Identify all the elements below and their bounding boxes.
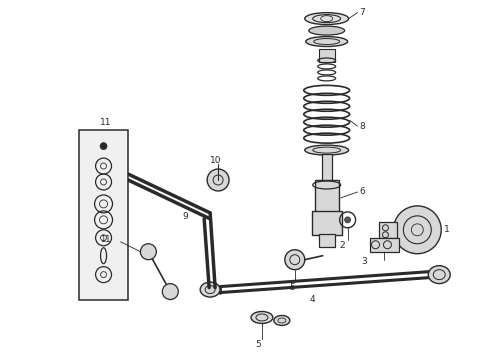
Ellipse shape [306,37,347,46]
Bar [369,238,399,252]
Text: 10: 10 [210,156,221,165]
Ellipse shape [428,266,450,284]
Ellipse shape [305,145,348,155]
Text: 3: 3 [362,257,368,266]
Circle shape [207,169,229,191]
Text: 1: 1 [444,225,450,234]
Text: 11: 11 [99,118,111,127]
Circle shape [393,206,441,254]
Bar [78,130,128,300]
Circle shape [285,250,305,270]
Ellipse shape [274,315,290,325]
Text: 5: 5 [289,283,294,292]
Ellipse shape [309,26,344,35]
Text: 9: 9 [182,212,188,221]
Text: 2: 2 [340,241,345,250]
Text: 8: 8 [360,122,366,131]
Circle shape [162,284,178,300]
Text: 5: 5 [255,340,261,349]
Text: 11: 11 [100,235,111,244]
Bar [318,234,335,247]
Bar [315,180,339,212]
Circle shape [100,143,107,150]
Ellipse shape [305,13,348,24]
Bar [322,154,332,182]
Bar [379,222,397,238]
Bar [312,211,342,235]
Circle shape [344,217,350,223]
Ellipse shape [251,311,273,323]
Text: 7: 7 [360,8,366,17]
Text: 6: 6 [360,188,366,197]
Ellipse shape [200,282,220,297]
Bar [318,49,335,62]
Circle shape [141,244,156,260]
Text: 4: 4 [310,295,316,304]
